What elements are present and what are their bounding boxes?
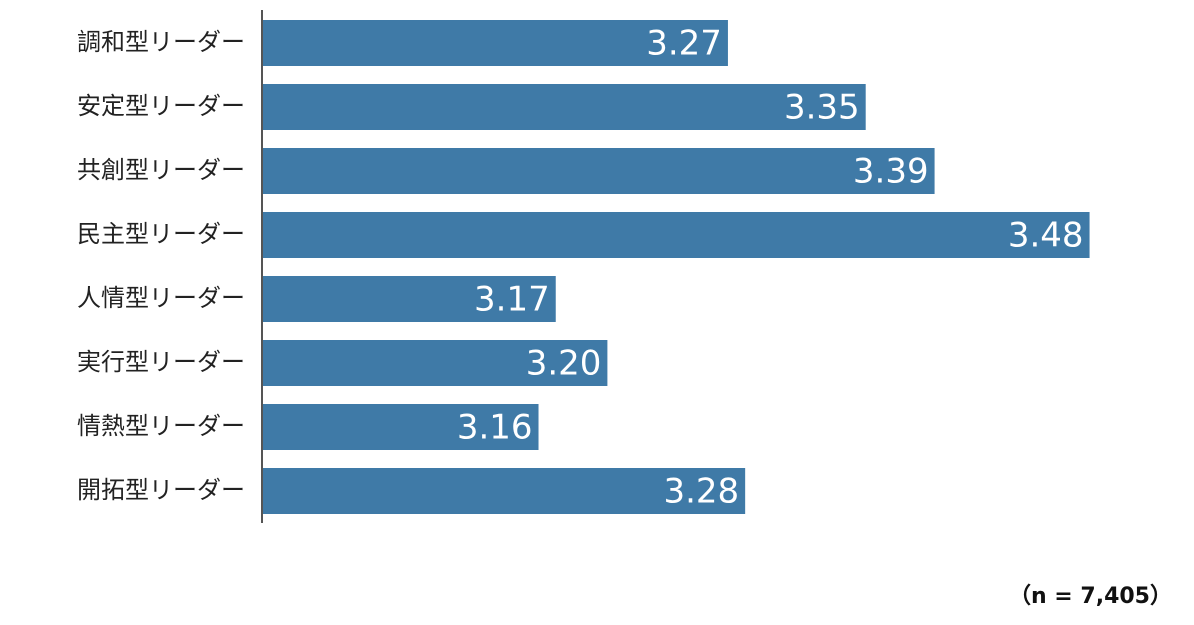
bar <box>263 404 539 450</box>
value-label: 3.39 <box>853 152 929 192</box>
category-label: 民主型リーダー <box>77 220 245 248</box>
value-label: 3.16 <box>457 408 533 448</box>
bar <box>263 212 1090 258</box>
value-label: 3.35 <box>784 88 860 128</box>
value-label: 3.28 <box>663 472 739 512</box>
value-label: 3.20 <box>526 344 602 384</box>
bar <box>263 340 608 386</box>
bar <box>263 468 746 514</box>
category-label: 開拓型リーダー <box>77 476 245 504</box>
category-label: 共創型リーダー <box>77 156 245 184</box>
value-label: 3.27 <box>646 24 722 64</box>
category-label: 人情型リーダー <box>77 284 245 312</box>
category-label: 実行型リーダー <box>77 348 245 376</box>
sample-size-note: （n = 7,405） <box>1009 584 1172 609</box>
value-label: 3.17 <box>474 280 550 320</box>
category-label: 安定型リーダー <box>77 92 245 120</box>
category-label: 調和型リーダー <box>77 28 245 56</box>
bar <box>263 84 866 130</box>
value-label: 3.48 <box>1008 216 1084 256</box>
bar <box>263 148 935 194</box>
bar <box>263 20 728 66</box>
category-label: 情熱型リーダー <box>77 412 245 440</box>
bar <box>263 276 556 322</box>
